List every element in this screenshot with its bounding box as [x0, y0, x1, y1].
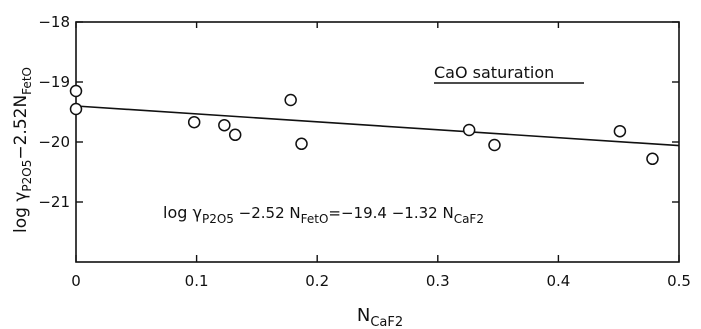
x-tick-label: 0.2 — [305, 272, 329, 290]
regression-line — [75, 105, 680, 147]
x-tick-label: 0.4 — [546, 272, 570, 290]
data-point — [69, 84, 83, 98]
data-point — [69, 102, 83, 116]
data-point — [646, 152, 659, 166]
equation-part-3: =−19.4 −1.32 N — [328, 204, 453, 222]
data-point — [488, 138, 501, 152]
equation-part-2: −2.52 N — [234, 204, 301, 222]
data-point — [218, 118, 231, 132]
y-axis-label-sub1: P2O5 — [20, 160, 34, 192]
data-point — [462, 123, 476, 137]
equation-sub-1: P2O5 — [202, 212, 234, 226]
plot-frame — [75, 21, 680, 263]
data-point — [228, 128, 242, 142]
x-tick-label: 0.3 — [426, 272, 450, 290]
data-point — [613, 124, 627, 138]
equation-sub-2: FetO — [301, 212, 329, 226]
x-tick-label: 0.1 — [185, 272, 209, 290]
cao-saturation-label: CaO saturation — [434, 63, 554, 82]
x-tick-label: 0 — [71, 272, 81, 290]
x-axis-label-sub: CaF2 — [370, 315, 403, 329]
regression-equation: log γP2O5 −2.52 NFetO=−19.4 −1.32 NCaF2 — [163, 203, 484, 226]
y-axis-label: log γP2O5−2.52NFetO — [11, 67, 34, 233]
equation-sub-3: CaF2 — [454, 212, 484, 226]
x-axis-label-base: N — [357, 305, 370, 326]
data-point — [295, 137, 308, 151]
y-tick-label: −20 — [38, 133, 70, 151]
x-tick-label: 0.5 — [667, 272, 691, 290]
y-tick-label: −18 — [38, 13, 70, 31]
y-axis-label-pre: log γ — [11, 192, 31, 233]
x-axis-label: NCaF2 — [357, 305, 403, 329]
y-axis-label-sub2: FetO — [20, 67, 34, 95]
y-axis-label-mid: −2.52N — [11, 95, 31, 160]
y-tick-label: −21 — [38, 193, 70, 211]
data-point — [187, 115, 201, 129]
data-point — [284, 93, 297, 107]
y-tick-label: −19 — [38, 73, 70, 91]
equation-part-1: log γ — [163, 203, 202, 222]
